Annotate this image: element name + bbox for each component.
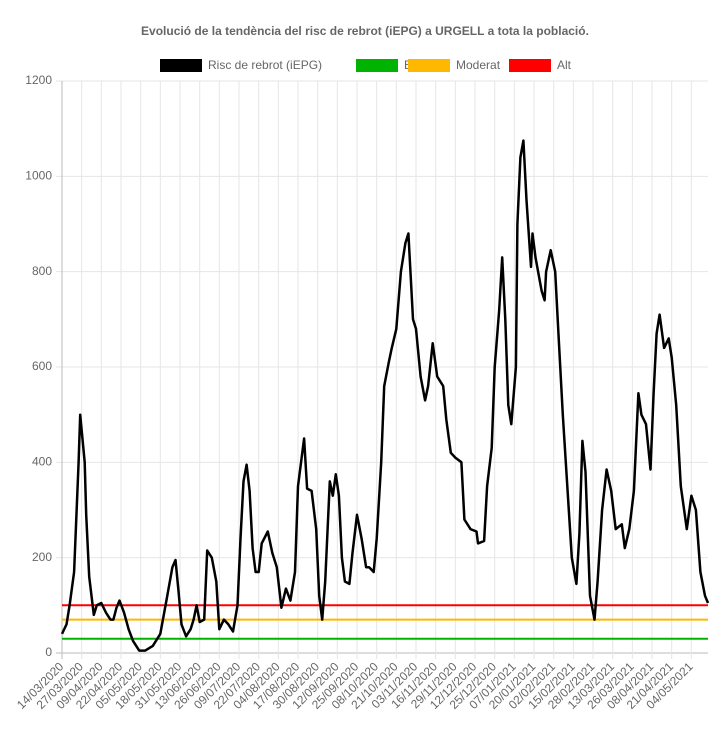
y-tick-label: 1200	[25, 73, 52, 87]
legend-swatch	[408, 59, 450, 72]
y-tick-label: 200	[32, 550, 52, 564]
legend-swatch	[509, 59, 551, 72]
legend-label: Alt	[557, 58, 572, 72]
y-tick-label: 600	[32, 359, 52, 373]
legend-swatch	[160, 59, 202, 72]
y-tick-label: 800	[32, 264, 52, 278]
y-tick-label: 0	[45, 645, 52, 659]
y-tick-label: 1000	[25, 169, 52, 183]
chart-title: Evolució de la tendència del risc de reb…	[141, 24, 589, 38]
legend-label: Risc de rebrot (iEPG)	[208, 58, 322, 72]
legend-swatch	[356, 59, 398, 72]
series-line	[60, 139, 710, 652]
y-tick-label: 400	[32, 455, 52, 469]
legend-label: Moderat	[456, 58, 501, 72]
